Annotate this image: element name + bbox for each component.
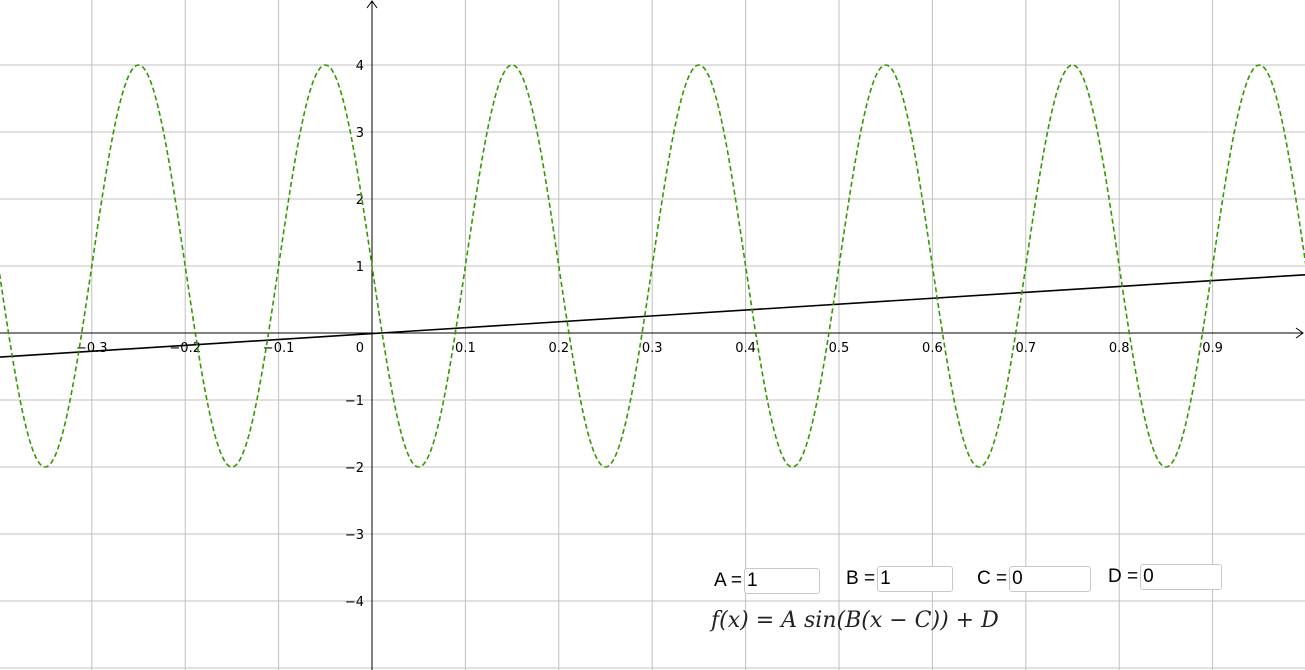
param-b-input[interactable] [877, 566, 954, 592]
x-tick-label: 0.8 [1109, 341, 1130, 356]
x-tick-label: 0.2 [548, 341, 569, 356]
y-tick-label: −2 [345, 461, 364, 476]
y-tick-label: −1 [345, 394, 364, 409]
x-tick-label: 0.7 [1015, 341, 1036, 356]
param-d-label: D = [1108, 566, 1139, 587]
y-tick-label: −4 [345, 595, 364, 610]
line-series [0, 273, 1305, 358]
y-tick-label: 4 [356, 59, 364, 74]
param-c-label: C = [977, 568, 1008, 589]
x-tick-label: 0.3 [642, 341, 663, 356]
curves [0, 64, 1305, 468]
x-tick-label: 0.4 [735, 341, 756, 356]
param-a-input[interactable] [744, 568, 820, 594]
tick-labels: −0.3 −0.2 −0.1 0.1 0.2 0.3 0.4 0.5 0.6 0.7 0.8 0.9−… [76, 59, 1223, 610]
param-b-label: B = [846, 568, 876, 589]
param-a-field: A = [714, 568, 820, 594]
param-d-input[interactable] [1140, 564, 1223, 590]
function-formula: f(x) = A sin(B(x − C)) + D [711, 608, 999, 633]
y-tick-label: 1 [356, 260, 364, 275]
param-b-field: B = [846, 566, 954, 592]
x-axis-arrow [1295, 327, 1304, 339]
y-tick-label: −3 [345, 528, 364, 543]
x-tick-label: 0.1 [455, 341, 476, 356]
x-tick-label: 0.9 [1202, 341, 1223, 356]
origin-label: 0 [356, 341, 364, 356]
y-axis-arrow [366, 0, 378, 9]
param-a-label: A = [714, 570, 742, 591]
x-tick-label: 0.6 [922, 341, 943, 356]
param-d-field: D = [1108, 564, 1223, 590]
param-c-input[interactable] [1009, 566, 1092, 592]
param-c-field: C = [977, 566, 1092, 592]
sine-series [0, 64, 1305, 468]
y-tick-label: 2 [356, 193, 364, 208]
x-tick-label: −0.1 [263, 341, 295, 356]
y-tick-label: 3 [356, 126, 364, 141]
x-tick-label: 0.5 [829, 341, 850, 356]
